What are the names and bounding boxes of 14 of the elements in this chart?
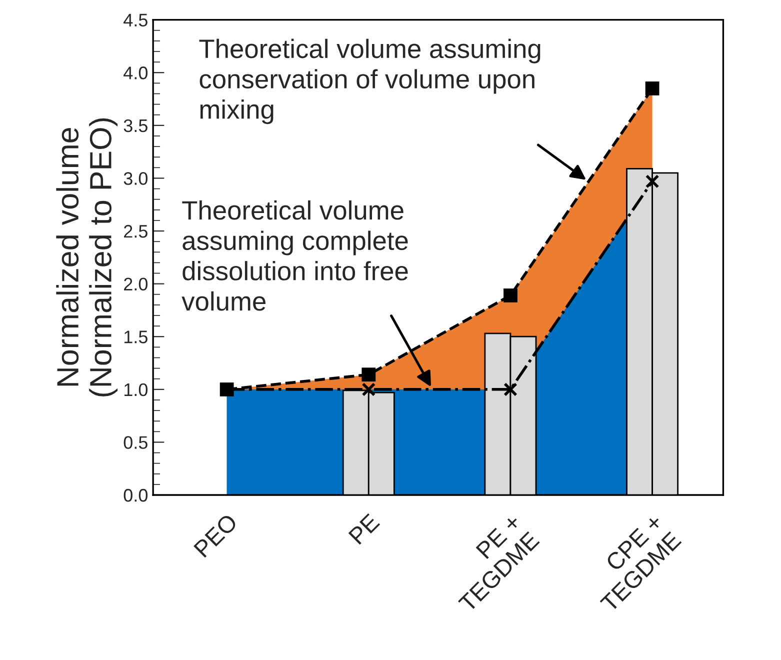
y-tick-label: 0.5: [124, 436, 148, 449]
y-tick-label: 3.5: [124, 119, 148, 132]
y-tick-label: 4.0: [124, 66, 148, 80]
y-tick-label: 0.0: [124, 488, 148, 502]
y-axis-title: Normalized volume (Normalized to PEO): [56, 118, 118, 396]
y-tick-label: 2.5: [124, 224, 148, 238]
y-tick-label: 1.0: [124, 383, 148, 396]
y-tick-label: 4.5: [124, 14, 148, 27]
y-tick-label: 2.0: [124, 278, 148, 291]
annotation: Theoretical volume assuming conservation of volume upon mixing: [199, 38, 540, 124]
annotation: Theoretical volume assuming complete dissolution into free volume: [182, 200, 408, 311]
y-tick-label: 3.0: [124, 172, 148, 185]
x-tick-label: PE: [348, 513, 380, 545]
y-tick-label: 1.5: [124, 330, 148, 344]
